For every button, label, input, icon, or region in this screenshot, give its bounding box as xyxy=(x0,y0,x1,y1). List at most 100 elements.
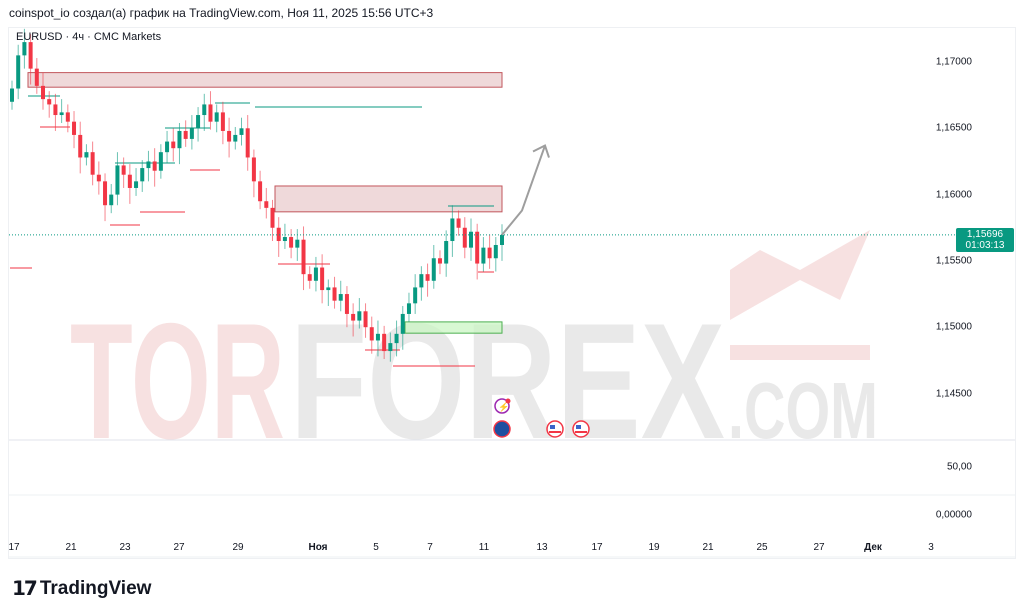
candle-body xyxy=(425,274,430,281)
candle-body xyxy=(493,244,498,259)
y-tick-label: 1,17000 xyxy=(935,56,972,68)
x-tick-label: 27 xyxy=(173,542,185,553)
candle-body xyxy=(369,327,374,341)
candle-body xyxy=(313,267,318,281)
candle-body xyxy=(450,218,455,242)
candle-body xyxy=(103,181,108,206)
candle-body xyxy=(357,311,362,321)
candle-body xyxy=(251,157,256,182)
candle-body xyxy=(208,104,213,122)
candle-body xyxy=(146,161,151,169)
candle-body xyxy=(270,207,275,228)
last-price-tag: 1,15696 01:03:13 xyxy=(956,228,1014,252)
x-tick-label: 7 xyxy=(427,542,433,553)
candle-body xyxy=(10,88,14,102)
x-tick-label: 17 xyxy=(591,542,603,553)
x-tick-label: 13 xyxy=(536,542,548,553)
candle-body xyxy=(171,141,176,149)
x-tick-label: 5 xyxy=(373,542,379,553)
y-tick-label: 1,15000 xyxy=(935,321,972,333)
candle-body xyxy=(134,181,139,188)
candle-body xyxy=(59,112,64,116)
candle-body xyxy=(47,99,52,105)
watermark-com: .COM xyxy=(728,366,878,455)
candle-body xyxy=(78,134,83,158)
svg-text:⚡: ⚡ xyxy=(498,401,509,413)
lightning-event-icon xyxy=(494,398,510,414)
y-tick-label: 1,15500 xyxy=(935,255,972,267)
y-tick-label: 1,16000 xyxy=(935,189,972,201)
candle-body xyxy=(282,237,287,242)
candle-body xyxy=(475,231,480,264)
candle-body xyxy=(152,161,157,171)
candle-body xyxy=(481,247,486,264)
candle-body xyxy=(363,311,368,328)
candle-body xyxy=(245,128,250,158)
supply-zone xyxy=(274,185,503,213)
tradingview-logo-icon: 𝟭𝟳 xyxy=(12,578,38,600)
candle-body xyxy=(487,247,492,259)
candle-body xyxy=(500,234,504,245)
demand-zone xyxy=(404,321,503,334)
candle-body xyxy=(264,201,269,208)
x-tick-label: 27 xyxy=(813,542,825,553)
candle-body xyxy=(158,152,163,171)
last-price: 1,15696 xyxy=(966,229,1004,240)
candle-body xyxy=(220,112,225,131)
watermark-arrow-logo xyxy=(730,230,870,320)
candle-body xyxy=(53,104,58,116)
x-tick-label: 21 xyxy=(65,542,77,553)
candle-body xyxy=(444,241,449,264)
symbol-label[interactable]: EURUSD · 4ч · CMC Markets xyxy=(16,31,162,43)
x-tick-label: Дек xyxy=(864,542,882,553)
candle-body xyxy=(431,258,436,281)
candle-body xyxy=(388,343,393,352)
candle-body xyxy=(295,239,300,248)
tradingview-logo[interactable]: 𝟭𝟳 TradingView xyxy=(12,576,151,601)
candle-body xyxy=(233,134,238,142)
candle-body xyxy=(183,130,188,139)
candle-body xyxy=(375,333,380,341)
candle-body xyxy=(115,165,120,195)
supply-zone xyxy=(27,72,503,88)
candle-body xyxy=(189,128,194,139)
chart-frame[interactable] xyxy=(8,27,1016,559)
candle-body xyxy=(289,237,294,248)
x-tick-label: 19 xyxy=(648,542,660,553)
candle-body xyxy=(196,115,201,129)
candle-body xyxy=(90,152,95,175)
candle-body xyxy=(413,287,418,304)
x-tick-label: 21 xyxy=(702,542,714,553)
candle-body xyxy=(41,85,46,100)
watermark-forex: FOREX xyxy=(290,289,725,473)
x-tick-label: 29 xyxy=(232,542,244,553)
candle-body xyxy=(109,194,114,206)
candle-body xyxy=(65,112,70,122)
candle-body xyxy=(462,227,467,248)
candle-body xyxy=(28,42,33,69)
indicator-tick: 0,00000 xyxy=(935,509,972,521)
candle-body xyxy=(394,333,399,344)
candle-body xyxy=(468,231,473,248)
arrow-head-icon xyxy=(532,144,550,158)
candle-body xyxy=(456,218,461,228)
candle-body xyxy=(227,130,232,142)
candle-body xyxy=(16,55,21,89)
candle-body xyxy=(22,42,27,56)
candle-body xyxy=(258,181,263,202)
tradingview-logo-text: TradingView xyxy=(39,577,152,599)
x-tick-label: 11 xyxy=(478,542,490,553)
candle-body xyxy=(437,258,442,264)
event-icons: ⚡ xyxy=(493,398,590,438)
candle-body xyxy=(96,174,101,182)
x-tick-label: Ноя xyxy=(308,542,328,553)
candle-body xyxy=(165,141,170,153)
candle-body xyxy=(320,267,325,291)
candle-body xyxy=(332,287,337,301)
x-tick-label: 3 xyxy=(928,542,934,553)
candle-body xyxy=(419,274,424,288)
candle-body xyxy=(202,104,207,116)
watermark-tor: TOR xyxy=(70,289,285,473)
candle-body xyxy=(239,128,244,135)
